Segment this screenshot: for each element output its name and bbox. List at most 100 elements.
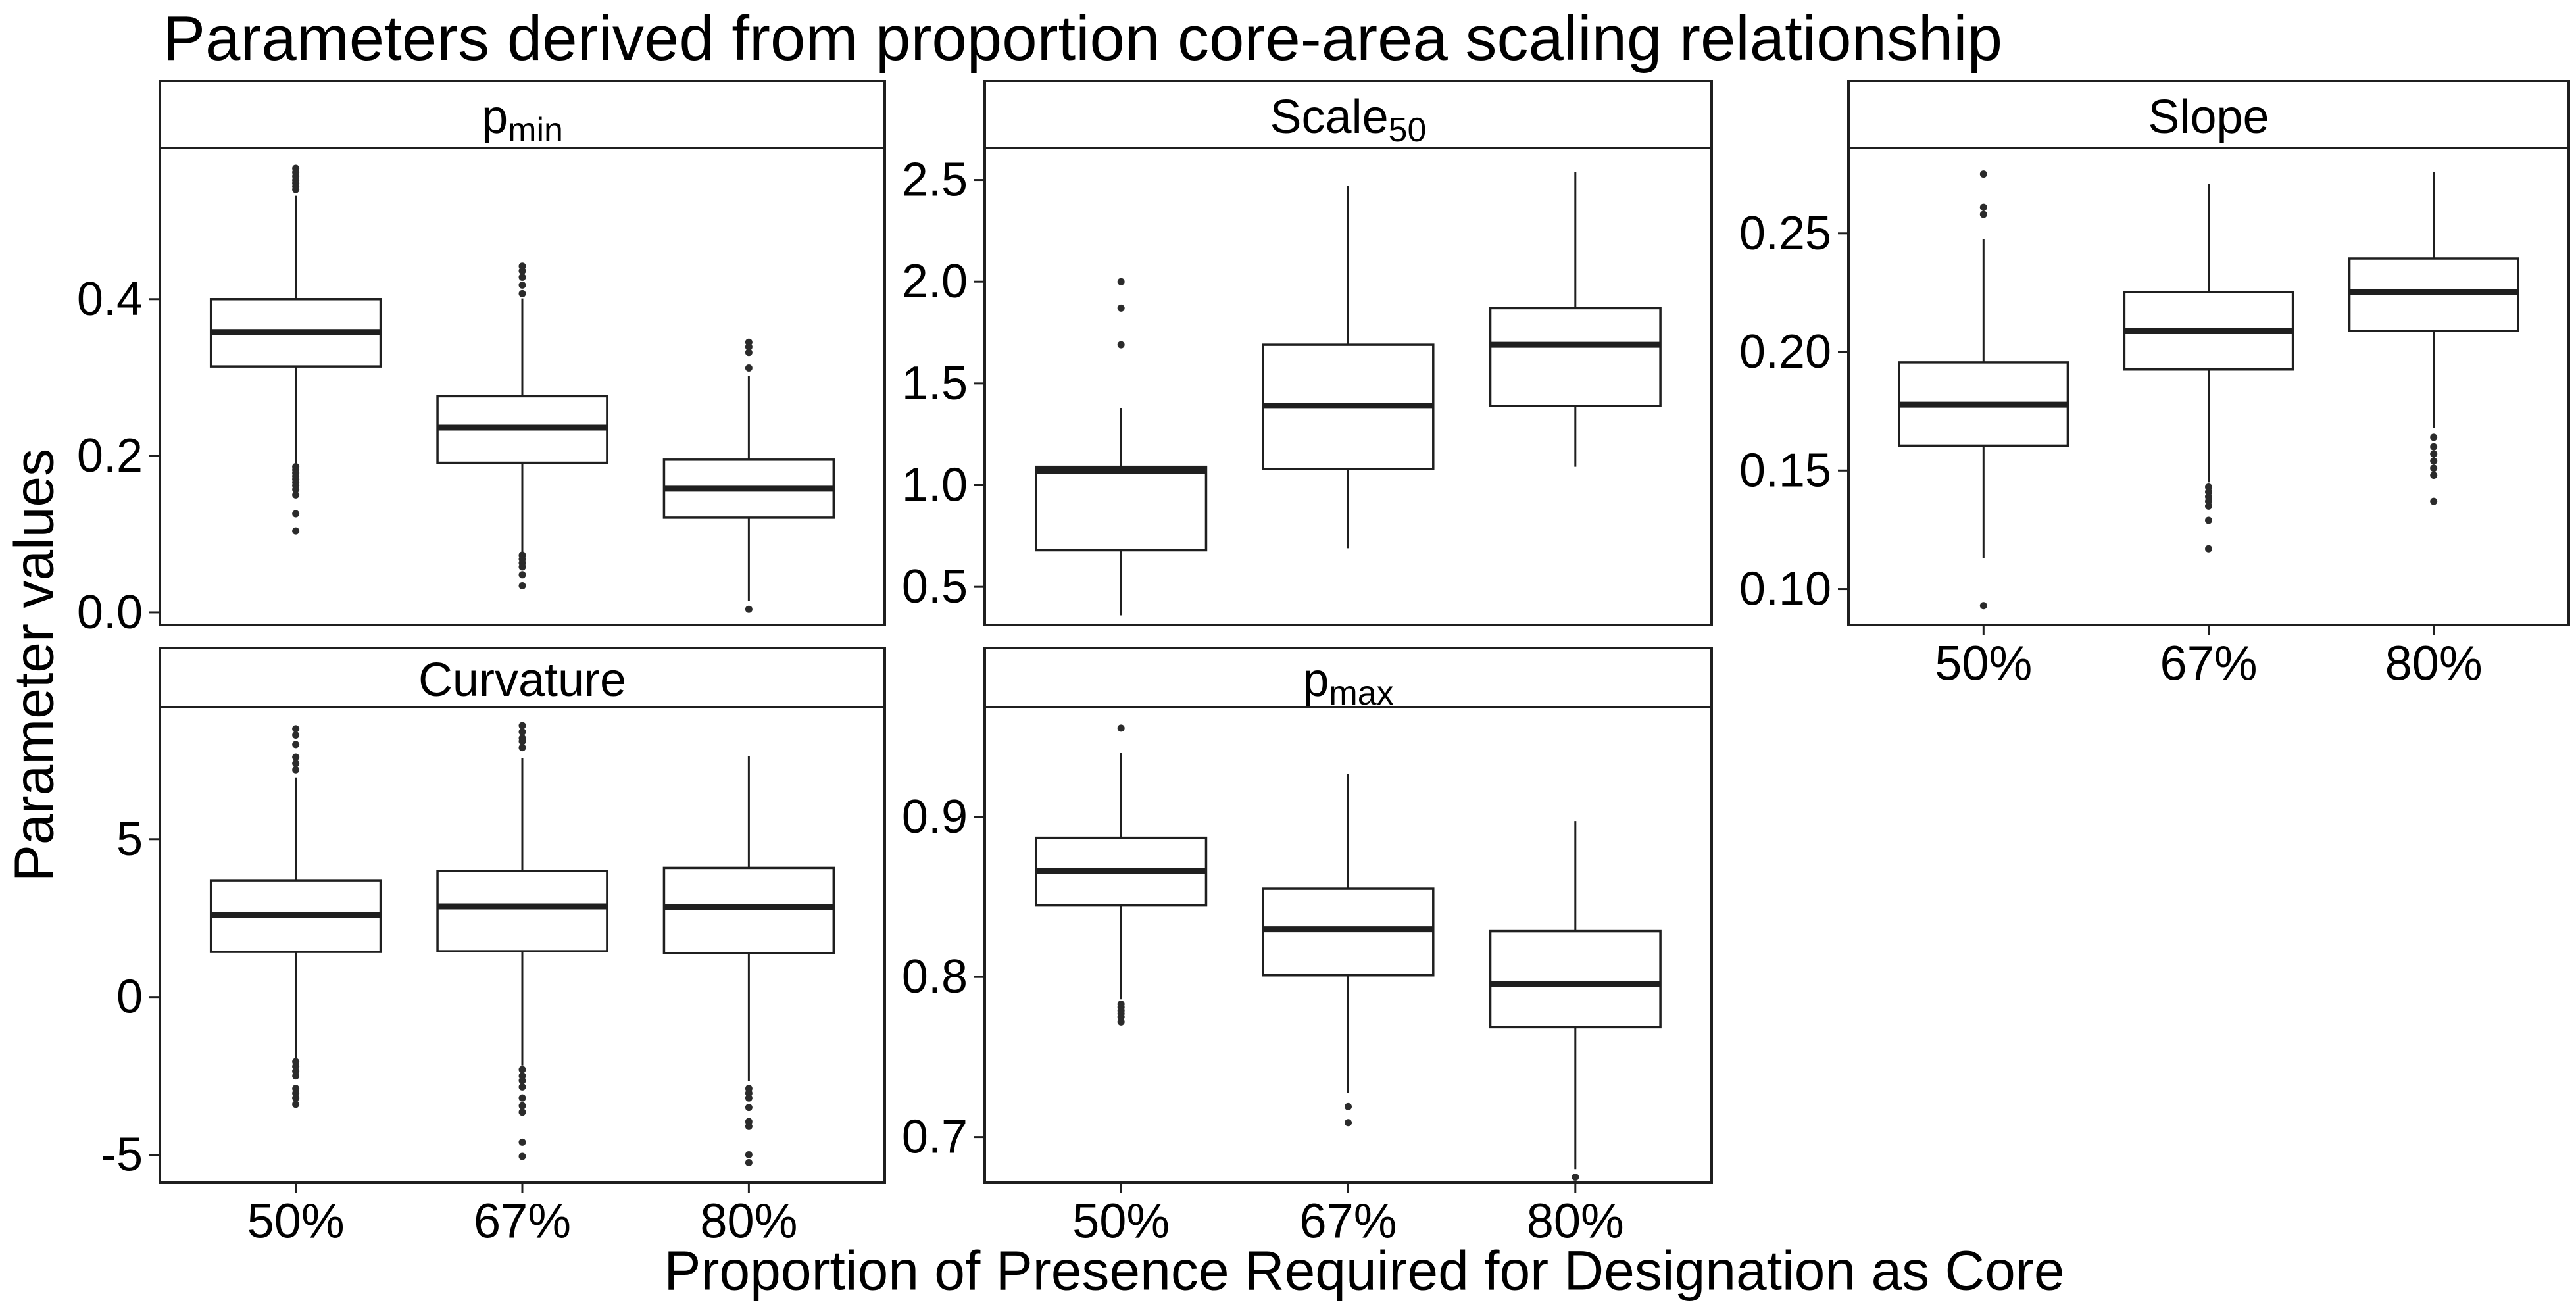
boxplot-pmax-50% [1035,724,1208,1026]
outlier-pmin-50% [292,527,300,535]
y-tick-label-scale50-1.5: 1.5 [902,357,968,410]
outlier-slope-67% [2205,545,2212,553]
facet-label-slope: Slope [2148,91,2269,143]
outlier-curvature-80% [745,1151,753,1159]
outlier-pmin-80% [745,364,753,372]
outlier-curvature-67% [518,728,526,736]
iqr-box-curvature-67% [436,870,608,952]
y-tick-label-scale50-2.0: 2.0 [902,255,968,308]
y-tick-label-pmin-0.0: 0.0 [77,586,143,639]
outlier-pmin-67% [518,571,526,579]
boxplot-curvature-80% [662,756,835,1167]
iqr-box-scale50-80% [1489,307,1662,407]
facet-strip-pmax [983,647,1713,708]
x-tick-label-pmax-80%: 80% [1527,1194,1624,1249]
outlier-slope-50% [1979,170,1987,178]
outlier-pmin-67% [518,262,526,270]
outlier-curvature-80% [745,1094,753,1102]
boxplot-pmax-80% [1489,821,1662,1181]
outlier-curvature-50% [292,725,300,733]
outlier-slope-67% [2205,516,2212,524]
outlier-curvature-50% [292,753,300,761]
y-tick-label-scale50-0.5: 0.5 [902,560,968,613]
y-tick-label-pmax-0.7: 0.7 [902,1111,968,1164]
outlier-curvature-67% [518,744,526,752]
x-tick-label-pmax-50%: 50% [1072,1194,1170,1249]
facet-label-pmin: pmin [482,91,563,149]
y-tick-label-pmax-0.8: 0.8 [902,951,968,1003]
outlier-pmin-80% [745,349,753,357]
outlier-pmin-50% [292,485,300,493]
outlier-slope-80% [2430,457,2438,465]
outlier-pmax-50% [1117,1018,1125,1026]
outlier-pmax-67% [1345,1102,1352,1110]
y-tick-label-slope-0.15: 0.15 [1739,444,1831,497]
outlier-slope-67% [2205,502,2212,510]
y-tick-label-curvature--5: -5 [101,1129,143,1181]
outlier-curvature-67% [518,722,526,730]
outlier-curvature-80% [745,1104,753,1112]
outlier-pmin-67% [518,273,526,281]
outlier-pmin-80% [745,343,753,351]
outlier-curvature-50% [292,760,300,768]
outlier-pmin-80% [745,605,753,613]
x-axis-title: Proportion of Presence Required for Desi… [664,1239,2065,1302]
y-tick-label-pmin-0.2: 0.2 [77,430,143,482]
outlier-curvature-67% [518,1102,526,1110]
y-tick-label-curvature-0: 0 [116,971,143,1024]
outlier-curvature-50% [292,731,300,739]
x-tick-label-pmax-67%: 67% [1299,1194,1397,1249]
boxplot-scale50-80% [1489,172,1662,467]
outlier-slope-50% [1979,210,1987,218]
outlier-curvature-67% [518,1066,526,1074]
chart-title: Parameters derived from proportion core-… [163,3,2002,74]
outlier-curvature-50% [292,1101,300,1108]
outlier-pmin-67% [518,289,526,297]
boxplot-scale50-67% [1262,186,1435,549]
outlier-curvature-67% [518,1138,526,1146]
outlier-curvature-50% [292,1094,300,1102]
outlier-pmin-50% [292,510,300,518]
y-tick-label-slope-0.20: 0.20 [1739,326,1831,378]
outlier-curvature-50% [292,1072,300,1080]
boxplot-slope-50% [1898,170,2069,610]
panel-slope: Slope 0.10 0.15 0.20 0.25 50% 67% 80% [1739,80,2570,691]
boxplot-curvature-67% [436,722,608,1160]
y-tick-label-slope-0.10: 0.10 [1739,563,1831,616]
outlier-curvature-80% [745,1159,753,1167]
outlier-curvature-67% [518,1152,526,1160]
panel-border-scale50 [983,147,1713,626]
y-tick-label-pmax-0.9: 0.9 [902,791,968,843]
x-tick-label-slope-50%: 50% [1935,636,2032,691]
outlier-slope-80% [2430,464,2438,472]
boxplot-pmin-67% [436,262,608,589]
boxplot-scale50-50% [1035,278,1208,616]
panel-scale50: Scale50 0.5 1.0 1.5 2.0 2.5 [902,80,1713,626]
x-tick-label-slope-80%: 80% [2385,636,2483,691]
outlier-scale50-50% [1117,278,1125,285]
boxplot-slope-67% [2123,184,2294,553]
boxplot-slope-80% [2348,172,2519,505]
outlier-slope-50% [1979,602,1987,610]
x-tick-label-slope-67%: 67% [2160,636,2257,691]
outlier-curvature-80% [745,1122,753,1130]
outlier-pmin-67% [518,281,526,289]
outlier-curvature-50% [292,741,300,749]
outlier-slope-80% [2430,433,2438,441]
panel-pmin: pmin 0.0 0.2 0.4 [77,80,886,639]
outlier-curvature-50% [292,766,300,774]
outlier-slope-80% [2430,497,2438,505]
outlier-pmax-80% [1572,1173,1579,1181]
panel-border-pmin [159,147,886,626]
facet-label-curvature: Curvature [418,654,626,706]
outlier-pmax-67% [1345,1119,1352,1127]
outlier-slope-80% [2430,443,2438,451]
outlier-pmin-50% [292,491,300,499]
iqr-box-scale50-50% [1035,465,1208,552]
outlier-curvature-67% [518,737,526,745]
panel-curvature: Curvature -5 0 5 50% 67% 80% [101,647,886,1249]
y-tick-label-curvature-5: 5 [116,813,143,866]
